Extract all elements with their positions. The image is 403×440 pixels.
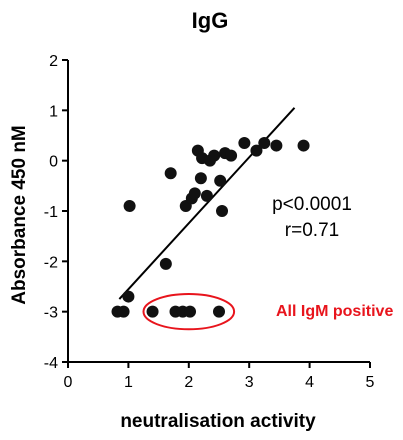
data-point: [123, 199, 136, 212]
data-point: [200, 189, 213, 202]
data-point: [213, 305, 225, 318]
x-axis-label: neutralisation activity: [120, 411, 316, 432]
data-point: [297, 139, 310, 152]
y-tick-label: 0: [49, 154, 58, 171]
data-point: [225, 149, 238, 162]
y-tick-label: 1: [49, 103, 58, 120]
r-value-label: r=0.71: [285, 220, 339, 241]
y-tick-label: -4: [44, 355, 58, 372]
tick-labels: 0 1 2 3 4 5 2 1 0 -1 -2 -3 -4: [44, 53, 375, 391]
x-tick-label: 2: [184, 374, 193, 391]
data-point: [250, 144, 263, 157]
y-axis-label: Absorbance 450 nM: [9, 125, 30, 305]
data-point: [146, 305, 159, 318]
data-point: [208, 149, 221, 162]
x-tick-label: 4: [305, 374, 314, 391]
x-tick-label: 1: [124, 374, 133, 391]
data-points: [111, 137, 310, 318]
data-point: [184, 305, 197, 318]
data-point: [117, 305, 130, 318]
igm-positive-ellipse: [142, 293, 236, 331]
data-point: [258, 137, 271, 150]
data-point: [216, 205, 229, 217]
x-tick-label: 5: [366, 374, 375, 391]
data-point: [194, 172, 207, 185]
igm-positive-annotation: All IgM positive: [276, 303, 393, 320]
regression-line: [118, 107, 296, 300]
x-tick-label: 0: [64, 374, 73, 391]
data-point: [188, 187, 201, 200]
data-point: [122, 290, 135, 303]
data-point: [164, 167, 177, 180]
p-value-label: p<0.0001: [272, 194, 352, 215]
y-tick-label: -3: [44, 305, 58, 322]
x-tick-label: 3: [245, 374, 254, 391]
data-point: [270, 139, 283, 152]
data-point: [159, 257, 172, 270]
chart-title: IgG: [192, 8, 229, 33]
y-tick-label: -1: [44, 204, 58, 221]
axes: [62, 59, 371, 368]
y-tick-label: 2: [49, 53, 58, 70]
data-point: [214, 174, 227, 187]
data-point: [238, 137, 251, 150]
y-tick-label: -2: [44, 254, 58, 271]
